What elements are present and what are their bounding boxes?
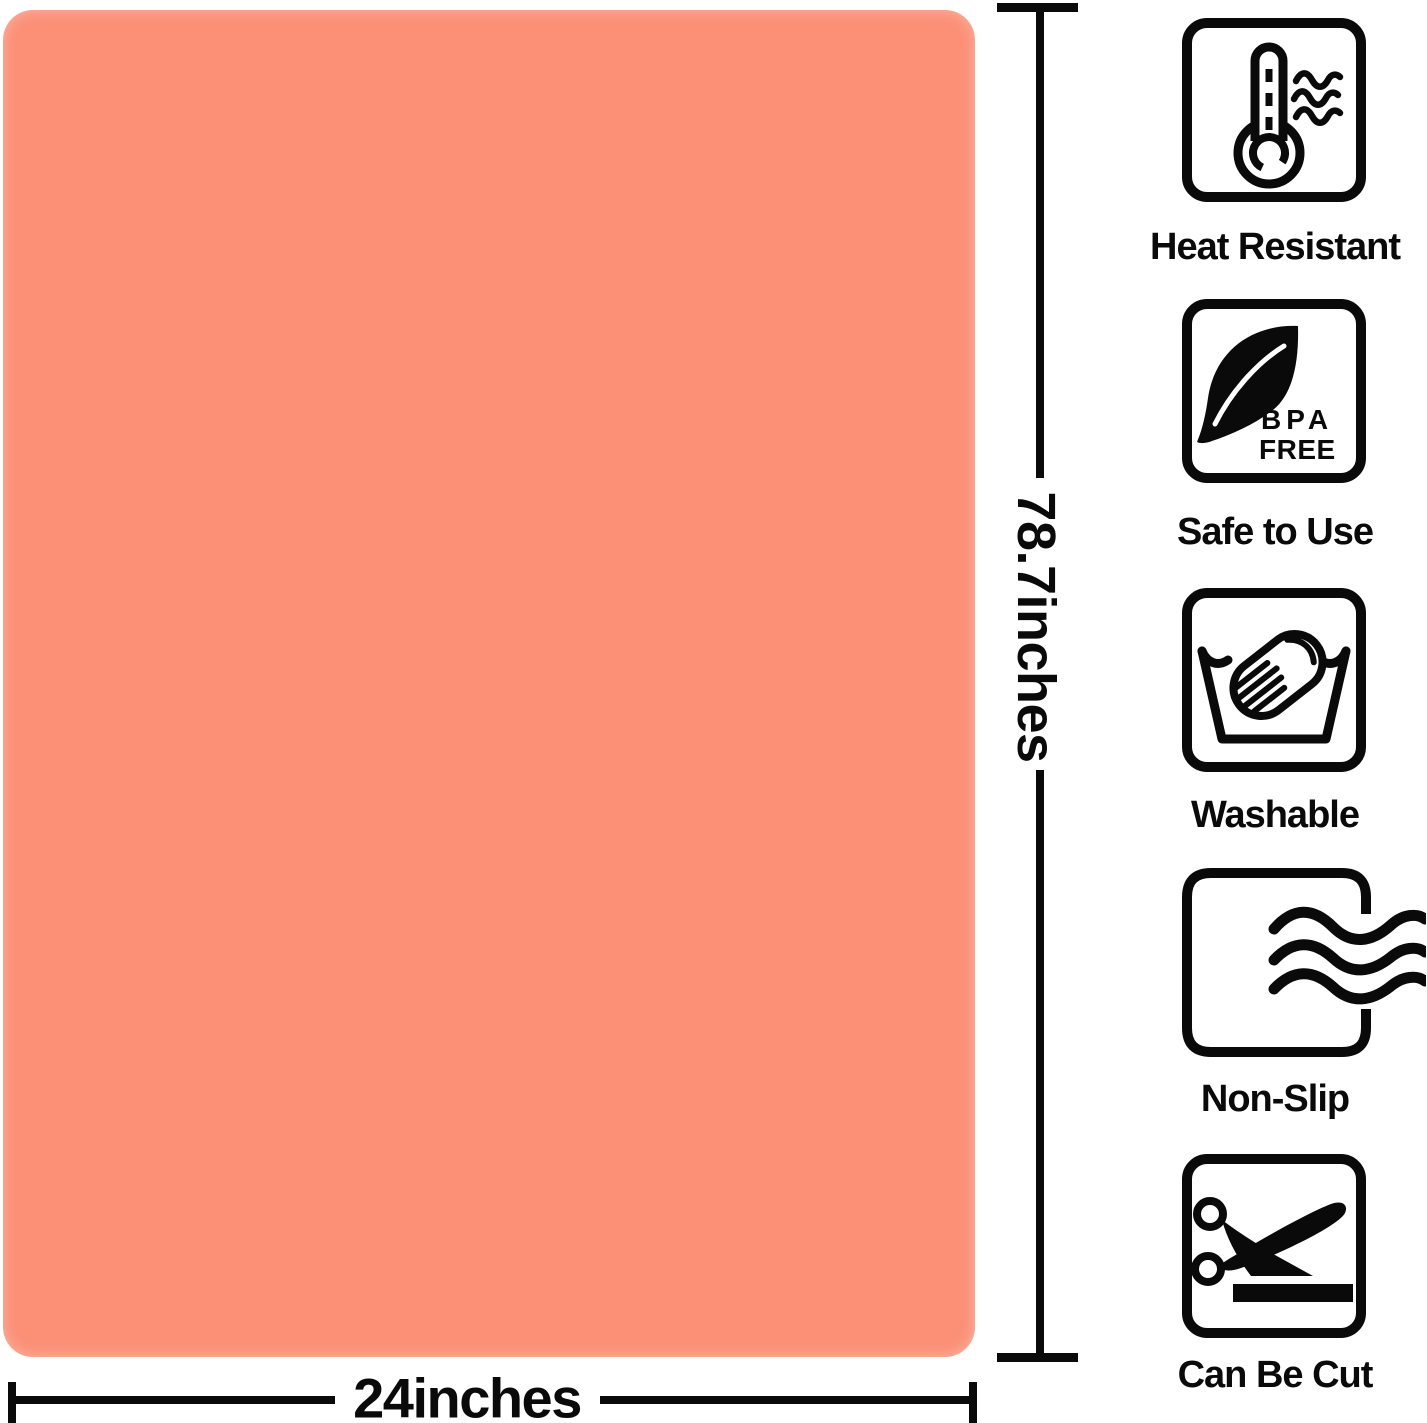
width-dimension-tick-right xyxy=(969,1382,977,1423)
bpa-text-line1: BPA xyxy=(1261,404,1333,435)
mat-being-cut xyxy=(1233,1284,1353,1302)
non-slip-waves-icon xyxy=(1182,868,1426,1057)
heat-waves xyxy=(1290,70,1344,126)
width-dimension-tick-left xyxy=(8,1382,16,1423)
slip-waves xyxy=(1268,906,1426,1005)
height-dimension-cap-bottom xyxy=(997,1353,1078,1362)
feature-label-safe-to-use: Safe to Use xyxy=(1177,511,1374,553)
bpa-free-leaf-icon: BPA FREE xyxy=(1182,299,1366,483)
mat-swatch xyxy=(3,10,975,1357)
width-dimension-line-left xyxy=(10,1396,335,1404)
thermometer-heat-icon xyxy=(1182,18,1366,202)
hand xyxy=(1229,630,1327,720)
height-dimension-line-top xyxy=(1036,12,1044,478)
hand-wash-icon xyxy=(1182,588,1366,772)
bpa-text-line2: FREE xyxy=(1259,434,1336,465)
width-dimension-label: 24inches xyxy=(353,1366,582,1423)
height-dimension-line-bottom xyxy=(1036,770,1044,1354)
width-dimension-line-right xyxy=(600,1396,977,1404)
height-dimension-cap-top xyxy=(997,3,1078,12)
scissor-blade-lower xyxy=(1222,1220,1313,1276)
feature-label-washable: Washable xyxy=(1191,794,1360,836)
scissors-cut-icon xyxy=(1182,1154,1366,1338)
height-dimension-label: 78.7inches xyxy=(1006,491,1066,763)
feature-label-non-slip: Non-Slip xyxy=(1200,1078,1350,1120)
feature-label-can-be-cut: Can Be Cut xyxy=(1177,1354,1374,1396)
feature-label-heat-resistant: Heat Resistant xyxy=(1150,226,1401,268)
